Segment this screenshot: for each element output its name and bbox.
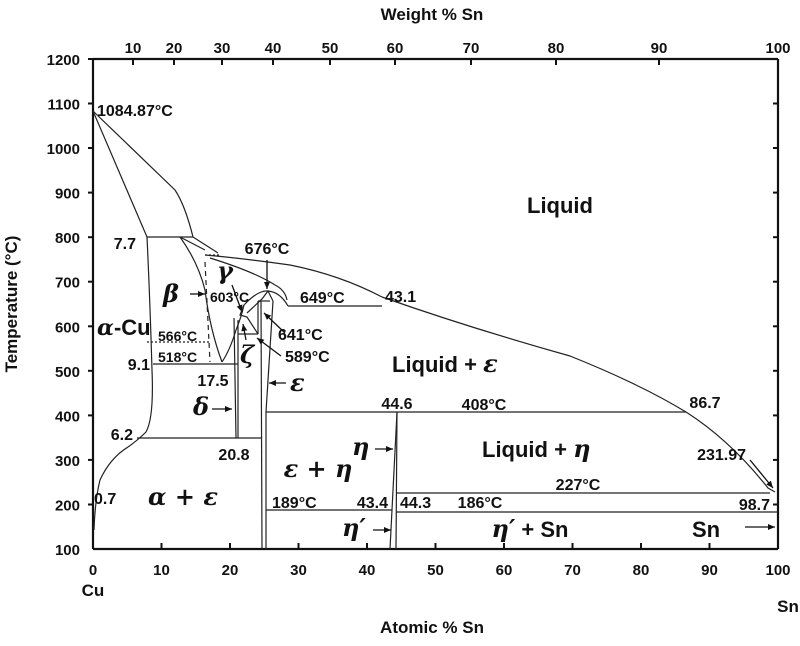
t227-label: 227°C [556,477,601,494]
region-zeta: ζ [240,340,256,369]
y-tick-label: 600 [55,319,80,336]
bottom-axis-title: Atomic % Sn [380,618,484,637]
cu-end-label: Cu [82,581,105,600]
x-tick-label: 90 [701,562,718,579]
y-tick-label: 900 [55,186,80,203]
x-axis-top: 10 20 30 40 50 60 70 80 90 100 [125,40,791,65]
region-liquid-eta: Liquid + η [482,434,591,463]
x-tick-label: 80 [633,562,650,579]
comp-20-8-label: 20.8 [218,447,249,464]
y-tick-label: 300 [55,453,80,470]
t566-label: 566°C [158,328,197,344]
region-sn: Sn [692,517,720,542]
left-axis-title: Temperature (°C) [2,236,21,373]
y-axis: 1200 1100 1000 900 800 700 600 500 400 3… [47,52,778,559]
annotation-arrows [190,260,775,533]
x-tick-label: 0 [89,562,97,579]
y-tick-label: 1200 [47,52,80,69]
x2-tick-label: 30 [214,40,231,57]
t189-label: 189°C [272,495,317,512]
x-tick-label: 30 [290,562,307,579]
x2-tick-label: 50 [322,40,339,57]
comp-9-1-label: 9.1 [128,357,150,374]
comp-6-2-label: 6.2 [111,427,133,444]
x-tick-label: 20 [222,562,239,579]
y-tick-label: 1100 [47,97,80,114]
region-gamma: γ [217,256,234,285]
x2-tick-label: 60 [387,40,404,57]
top-axis-title: Weight % Sn [381,5,484,24]
plot-frame [91,57,780,551]
comp-0-7-label: 0.7 [94,491,116,508]
comp-43-4-label: 43.4 [357,495,388,512]
x-axis-bottom: 0 10 20 30 40 50 60 70 80 90 100 [89,543,791,579]
x2-tick-label: 90 [651,40,668,57]
x-tick-label: 10 [153,562,170,579]
region-liquid-epsilon: Liquid + ε [392,349,498,378]
cu-melting-point-label: 1084.87°C [97,103,173,120]
region-eta-prime: η′ [342,513,366,542]
phase-boundaries [92,110,778,550]
region-beta: β [162,279,179,308]
t408-label: 408°C [462,397,507,414]
sn-melting-point-label: 231.97 [697,447,746,464]
sn-end-label: Sn [777,597,799,616]
x2-tick-label: 10 [125,40,142,57]
x2-tick-label: 70 [463,40,480,57]
region-eta: η [352,432,369,461]
comp-44-3-label: 44.3 [400,495,431,512]
region-alpha-cu: α-Cu [97,315,151,341]
y-tick-label: 800 [55,230,80,247]
y-tick-label: 200 [55,498,80,515]
region-epsilon: ε [290,368,305,397]
x-tick-label: 40 [359,562,376,579]
region-alpha-epsilon: α + ε [148,482,218,511]
t641-label: 641°C [278,327,323,344]
y-tick-label: 700 [55,275,80,292]
t649-label: 649°C [300,290,345,307]
region-eta-prime-sn: η′ + Sn [492,514,569,543]
region-liquid: Liquid [527,193,593,218]
y-tick-label: 100 [55,542,80,559]
y-tick-label: 400 [55,408,80,425]
t603-label: 603°C [210,289,249,305]
x2-tick-label: 40 [265,40,282,57]
t186-label: 186°C [458,495,503,512]
x-tick-label: 100 [765,562,790,579]
comp-7-7-label: 7.7 [114,236,136,253]
t518-label: 518°C [158,349,197,365]
y-tick-label: 500 [55,364,80,381]
y-tick-label: 1000 [47,141,80,158]
region-epsilon-eta: ε + η [284,454,353,483]
x2-tick-label: 100 [765,40,790,57]
x-tick-label: 70 [564,562,581,579]
comp-43-1-label: 43.1 [385,289,416,306]
x-tick-label: 60 [496,562,513,579]
x2-tick-label: 80 [548,40,565,57]
t676-label: 676°C [245,241,290,258]
t589-label: 589°C [285,349,330,366]
comp-44-6-label: 44.6 [381,396,412,413]
x-tick-label: 50 [427,562,444,579]
region-delta: δ [192,392,209,421]
x2-tick-label: 20 [166,40,183,57]
comp-98-7-label: 98.7 [739,497,770,514]
comp-17-5-label: 17.5 [197,373,228,390]
comp-86-7-label: 86.7 [689,395,720,412]
